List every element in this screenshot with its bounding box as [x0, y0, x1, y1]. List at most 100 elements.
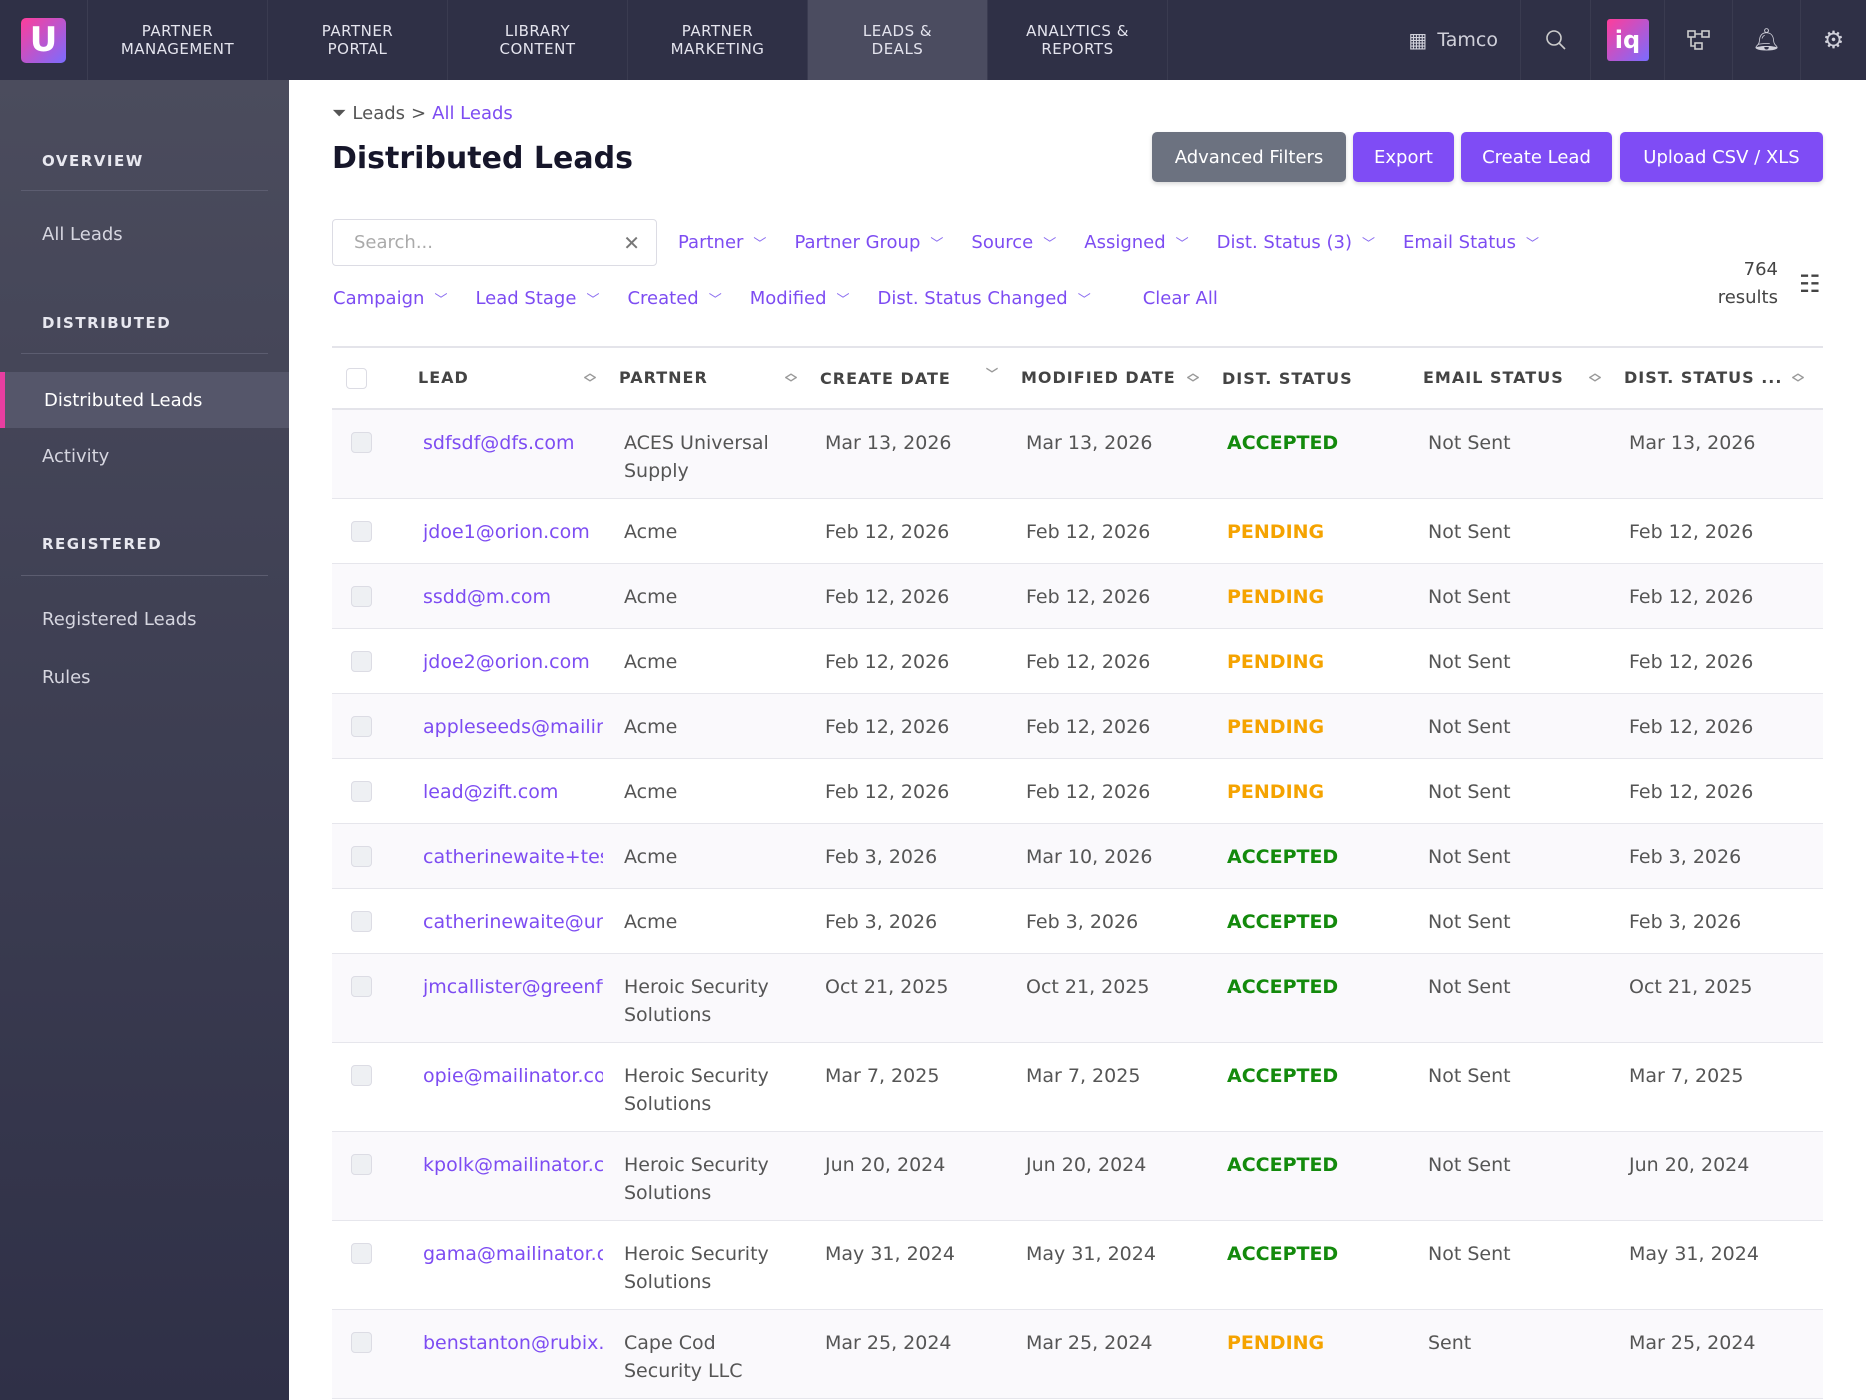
row-checkbox[interactable] [351, 1242, 372, 1264]
nav-item[interactable]: LIBRARY CONTENT [448, 0, 628, 80]
table-cell: Not Sent [1419, 693, 1620, 759]
column-header[interactable]: EMAIL STATUS ︿ ﹀ [1419, 346, 1620, 410]
filter-dropdown[interactable]: Campaign ﹀ [333, 288, 447, 309]
table-cell: Mar 13, 2026 [816, 409, 1017, 499]
table-cell: ACCEPTED [1218, 953, 1419, 1043]
sidebar-item-rules[interactable]: Rules [42, 667, 91, 688]
column-header[interactable]: CREATE DATE ﹀ [816, 346, 1017, 410]
company-switcher[interactable]: ▦ Tamco [1408, 28, 1498, 52]
table-row[interactable]: jdoe1@orion.com Acme Feb 12, 2026 Feb 12, 2… [332, 498, 1823, 564]
table-row[interactable]: appleseeds@mailinator.com Acme Feb 12, 202… [332, 693, 1823, 759]
nav-item[interactable]: LEADS & DEALS [808, 0, 988, 80]
create-lead-button[interactable]: Create Lead [1461, 132, 1612, 182]
nav-item[interactable]: PARTNER MANAGEMENT [88, 0, 268, 80]
table-row[interactable]: kpolk@mailinator.com Heroic Security Solu… [332, 1131, 1823, 1221]
advanced-filters-button[interactable]: Advanced Filters [1152, 132, 1346, 182]
row-checkbox[interactable] [351, 1153, 372, 1175]
sidebar-item-distributed-leads[interactable]: Distributed Leads [0, 372, 289, 428]
lead-email-link[interactable]: sdfsdf@dfs.com [423, 432, 575, 454]
notifications-button[interactable]: 🔔︎ [1732, 0, 1800, 80]
table-row[interactable]: catherinewaite@uni Acme Feb 3, 2026 Feb 3, … [332, 888, 1823, 954]
filter-dropdown[interactable]: Partner ﹀ [678, 232, 766, 253]
sort-icon[interactable]: ︿ ﹀ [1186, 366, 1200, 390]
sort-icon[interactable]: ︿ ﹀ [784, 366, 798, 390]
table-row[interactable]: ssdd@m.com Acme Feb 12, 2026 Feb 12, 2026 PE… [332, 563, 1823, 629]
lead-email-link[interactable]: jdoe2@orion.com [423, 650, 590, 673]
filter-dropdown[interactable]: Dist. Status Changed ﹀ [878, 288, 1091, 309]
row-checkbox[interactable] [351, 845, 372, 867]
table-row[interactable]: catherinewaite+test Acme Feb 3, 2026 Mar 10… [332, 823, 1823, 889]
lead-email-link[interactable]: lead@zift.com [423, 780, 559, 803]
lead-email-link[interactable]: gama@mailinator.com [423, 1242, 603, 1265]
row-checkbox[interactable] [351, 1064, 372, 1086]
app-logo[interactable]: U [0, 0, 88, 80]
sidebar-item-registered-leads[interactable]: Registered Leads [42, 609, 197, 630]
breadcrumb-current[interactable]: All Leads [432, 103, 513, 124]
iq-button[interactable]: iq [1590, 0, 1664, 80]
column-header[interactable]: MODIFIED DATE ︿ ﹀ [1017, 346, 1218, 410]
sort-icon[interactable]: ︿ ﹀ [1588, 366, 1602, 390]
nav-item[interactable]: ANALYTICS & REPORTS [988, 0, 1168, 80]
lead-email-link[interactable]: benstanton@rubix.com [423, 1331, 603, 1354]
upload-csv-button[interactable]: Upload CSV / XLS [1620, 132, 1823, 182]
table-cell: Acme [615, 758, 816, 824]
nav-item[interactable]: PARTNER PORTAL [268, 0, 448, 80]
settings-button[interactable]: ⚙ [1800, 0, 1866, 80]
column-header[interactable]: DIST. STATUS [1218, 346, 1419, 410]
partner-name: Cape Cod Security LLC [624, 1331, 743, 1382]
lead-email-link[interactable]: appleseeds@mailinator.com [423, 715, 603, 738]
filter-dropdown[interactable]: Dist. Status (3) ﹀ [1217, 232, 1375, 253]
table-row[interactable]: benstanton@rubix.com Cape Cod Security LL… [332, 1309, 1823, 1399]
sidebar-item-all-leads[interactable]: All Leads [42, 224, 123, 245]
table-row[interactable]: gama@mailinator.com Heroic Security Solut… [332, 1220, 1823, 1310]
search-button[interactable] [1520, 0, 1590, 80]
export-button[interactable]: Export [1353, 132, 1454, 182]
table-row[interactable]: lead@zift.com Acme Feb 12, 2026 Feb 12, 202… [332, 758, 1823, 824]
column-settings-icon[interactable]: ☷ [1799, 270, 1821, 298]
sort-icon[interactable]: ︿ ﹀ [1791, 366, 1805, 390]
table-cell: Mar 25, 2024 [1620, 1309, 1823, 1399]
table-row[interactable]: jdoe2@orion.com Acme Feb 12, 2026 Feb 12, 2… [332, 628, 1823, 694]
row-checkbox[interactable] [351, 715, 372, 737]
lead-email-link[interactable]: kpolk@mailinator.com [423, 1153, 603, 1176]
row-checkbox[interactable] [351, 1331, 372, 1353]
nav-item[interactable]: PARTNER MARKETING [628, 0, 808, 80]
row-checkbox[interactable] [351, 910, 372, 932]
lead-email-link[interactable]: ssdd@m.com [423, 585, 552, 608]
filter-dropdown[interactable]: Assigned ﹀ [1084, 232, 1188, 253]
row-checkbox[interactable] [351, 650, 372, 672]
clear-all-link[interactable]: Clear All [1142, 288, 1218, 309]
filter-dropdown[interactable]: Modified ﹀ [750, 288, 850, 309]
column-header[interactable]: DIST. STATUS ... ︿ ﹀ [1620, 346, 1823, 410]
filter-dropdown[interactable]: Partner Group ﹀ [794, 232, 943, 253]
lead-email-link[interactable]: jdoe1@orion.com [423, 520, 590, 543]
column-header[interactable]: PARTNER ︿ ﹀ [615, 346, 816, 410]
column-header[interactable]: LEAD ︿ ﹀ [414, 346, 615, 410]
lead-email-link[interactable]: catherinewaite@uni [423, 910, 603, 933]
row-checkbox[interactable] [351, 975, 372, 997]
row-checkbox[interactable] [351, 520, 372, 542]
lead-email-link[interactable]: jmcallister@greenfie [423, 975, 603, 998]
filter-dropdown[interactable]: Email Status ﹀ [1403, 232, 1539, 253]
filter-dropdown[interactable]: Created ﹀ [627, 288, 721, 309]
partner-name: Acme [624, 585, 678, 608]
filter-dropdown[interactable]: Lead Stage ﹀ [475, 288, 599, 309]
clear-search-icon[interactable]: ✕ [623, 230, 640, 255]
table-cell: Feb 12, 2026 [1017, 563, 1218, 629]
select-all-checkbox[interactable] [346, 367, 367, 389]
lead-email-link[interactable]: opie@mailinator.com [423, 1064, 603, 1087]
row-checkbox[interactable] [351, 585, 372, 607]
sort-icon[interactable]: ︿ ﹀ [583, 366, 597, 390]
row-checkbox[interactable] [351, 780, 372, 802]
breadcrumb-root[interactable]: Leads [352, 103, 406, 124]
row-checkbox[interactable] [351, 432, 372, 453]
org-chart-button[interactable] [1664, 0, 1732, 80]
table-row[interactable]: jmcallister@greenfie Heroic Security Solu… [332, 953, 1823, 1043]
sort-desc-icon[interactable]: ﹀ [985, 366, 999, 381]
search-input[interactable]: Search... ✕ [332, 219, 657, 266]
table-row[interactable]: opie@mailinator.com Heroic Security Solut… [332, 1042, 1823, 1132]
filter-dropdown[interactable]: Source ﹀ [971, 232, 1056, 253]
sidebar-item-activity[interactable]: Activity [42, 446, 110, 467]
table-row[interactable]: sdfsdf@dfs.com ACES Universal Supply Mar 1… [332, 409, 1823, 499]
lead-email-link[interactable]: catherinewaite+test [423, 845, 603, 868]
